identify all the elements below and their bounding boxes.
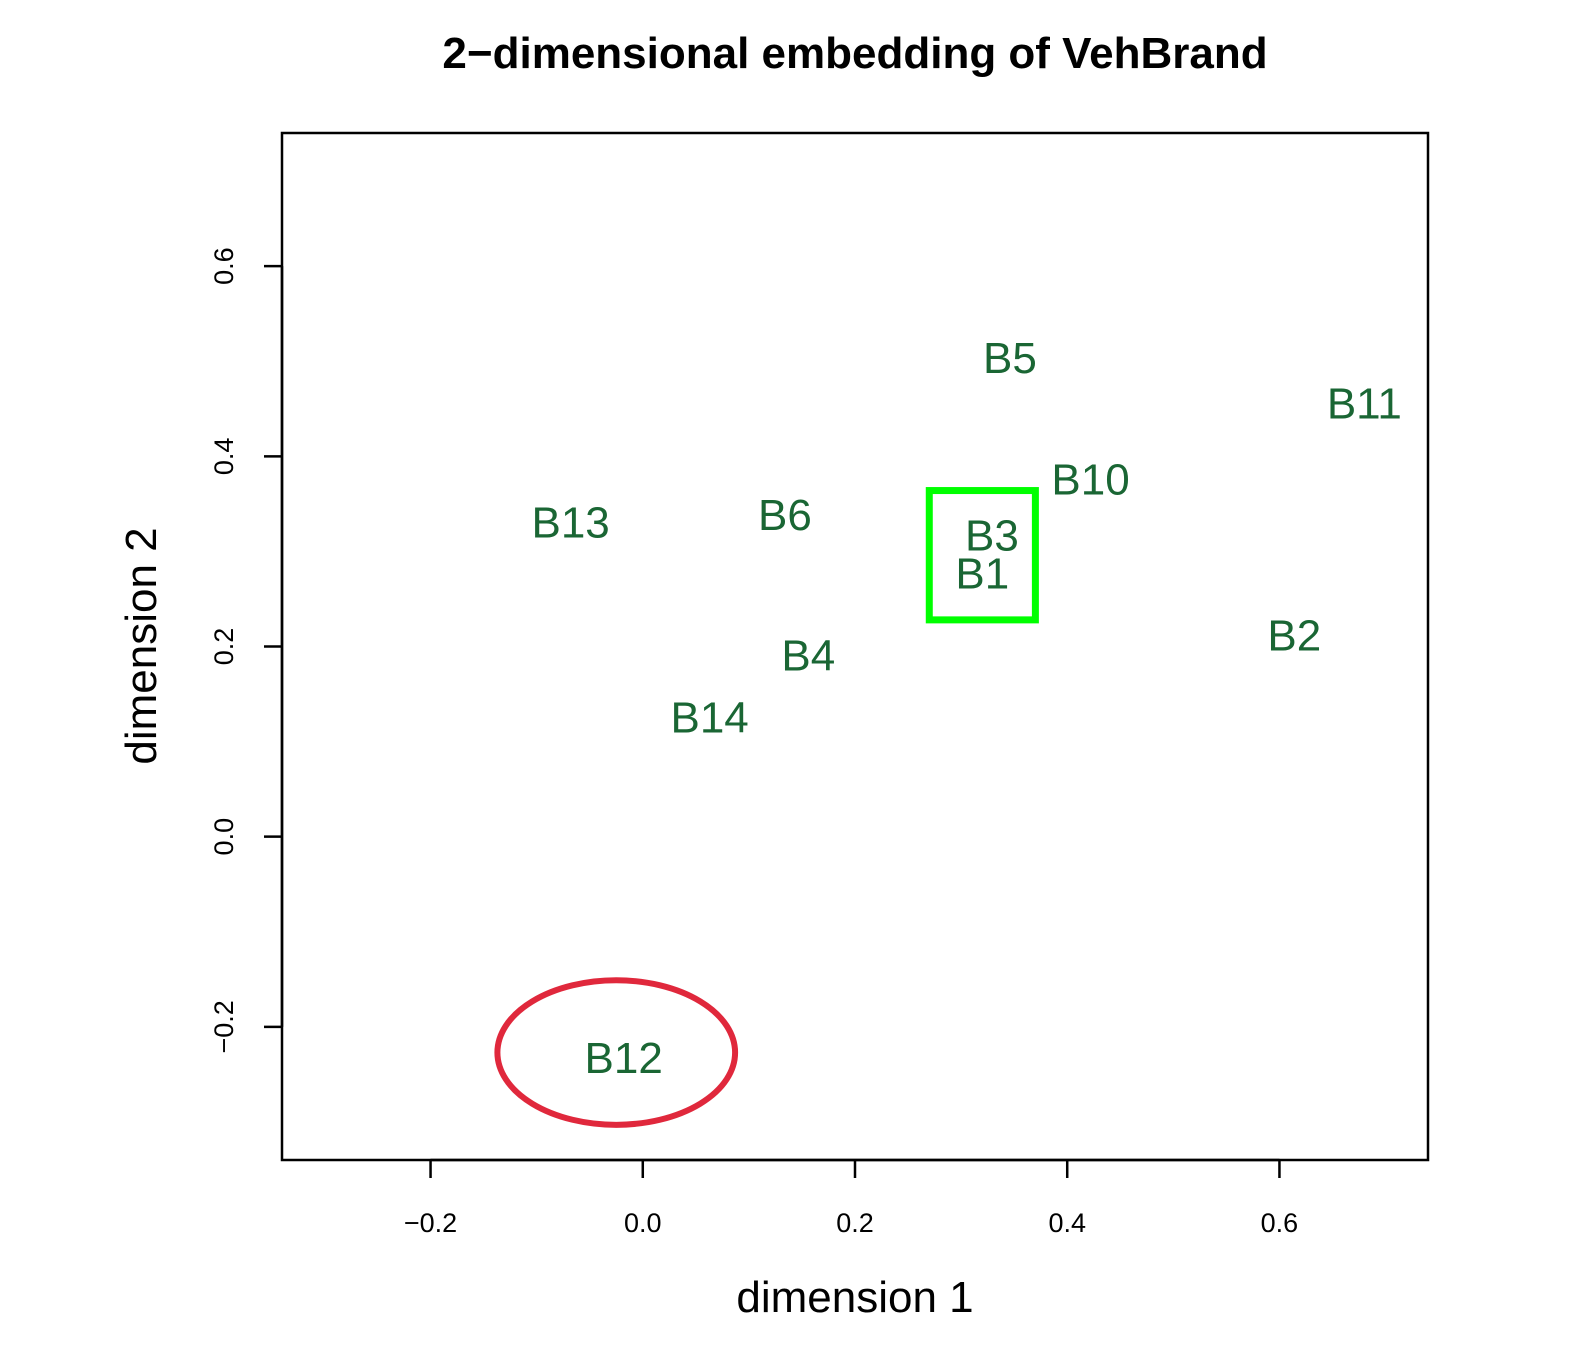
point-label-b11: B11	[1327, 380, 1402, 429]
plot-frame	[280, 131, 1430, 1162]
x-tick-label: 0.6	[1261, 1208, 1299, 1238]
point-label-b12: B12	[585, 1034, 663, 1083]
x-tick-label: 0.2	[836, 1208, 874, 1238]
annotation-layer	[494, 487, 1039, 1128]
point-label-b14: B14	[670, 693, 748, 742]
x-axis-label: dimension 1	[736, 1273, 973, 1322]
y-tick-label: −0.2	[209, 1000, 239, 1053]
chart-title: 2−dimensional embedding of VehBrand	[442, 29, 1267, 78]
x-tick-label: 0.0	[624, 1208, 662, 1238]
point-label-b1: B1	[955, 550, 1009, 599]
point-label-b10: B10	[1051, 456, 1129, 505]
point-label-b4: B4	[781, 632, 835, 681]
point-label-b5: B5	[983, 334, 1037, 383]
x-axis: −0.2 0.0 0.2 0.4 0.6	[404, 1158, 1299, 1238]
y-tick-label: 0.6	[209, 247, 239, 285]
y-tick-label: 0.0	[209, 818, 239, 856]
point-label-b3: B3	[965, 512, 1019, 561]
y-axis: −0.2 0.0 0.2 0.4 0.6	[209, 247, 284, 1054]
point-label-b13: B13	[531, 498, 609, 547]
x-tick-label: −0.2	[404, 1208, 457, 1238]
y-tick-label: 0.2	[209, 628, 239, 666]
highlight-ellipse	[494, 977, 739, 1128]
y-axis-label: dimension 2	[117, 527, 166, 764]
highlight-box	[925, 487, 1039, 624]
y-tick-label: 0.4	[209, 438, 239, 476]
point-label-b6: B6	[758, 491, 812, 540]
point-label-b2: B2	[1267, 612, 1321, 661]
x-tick-label: 0.4	[1048, 1208, 1086, 1238]
